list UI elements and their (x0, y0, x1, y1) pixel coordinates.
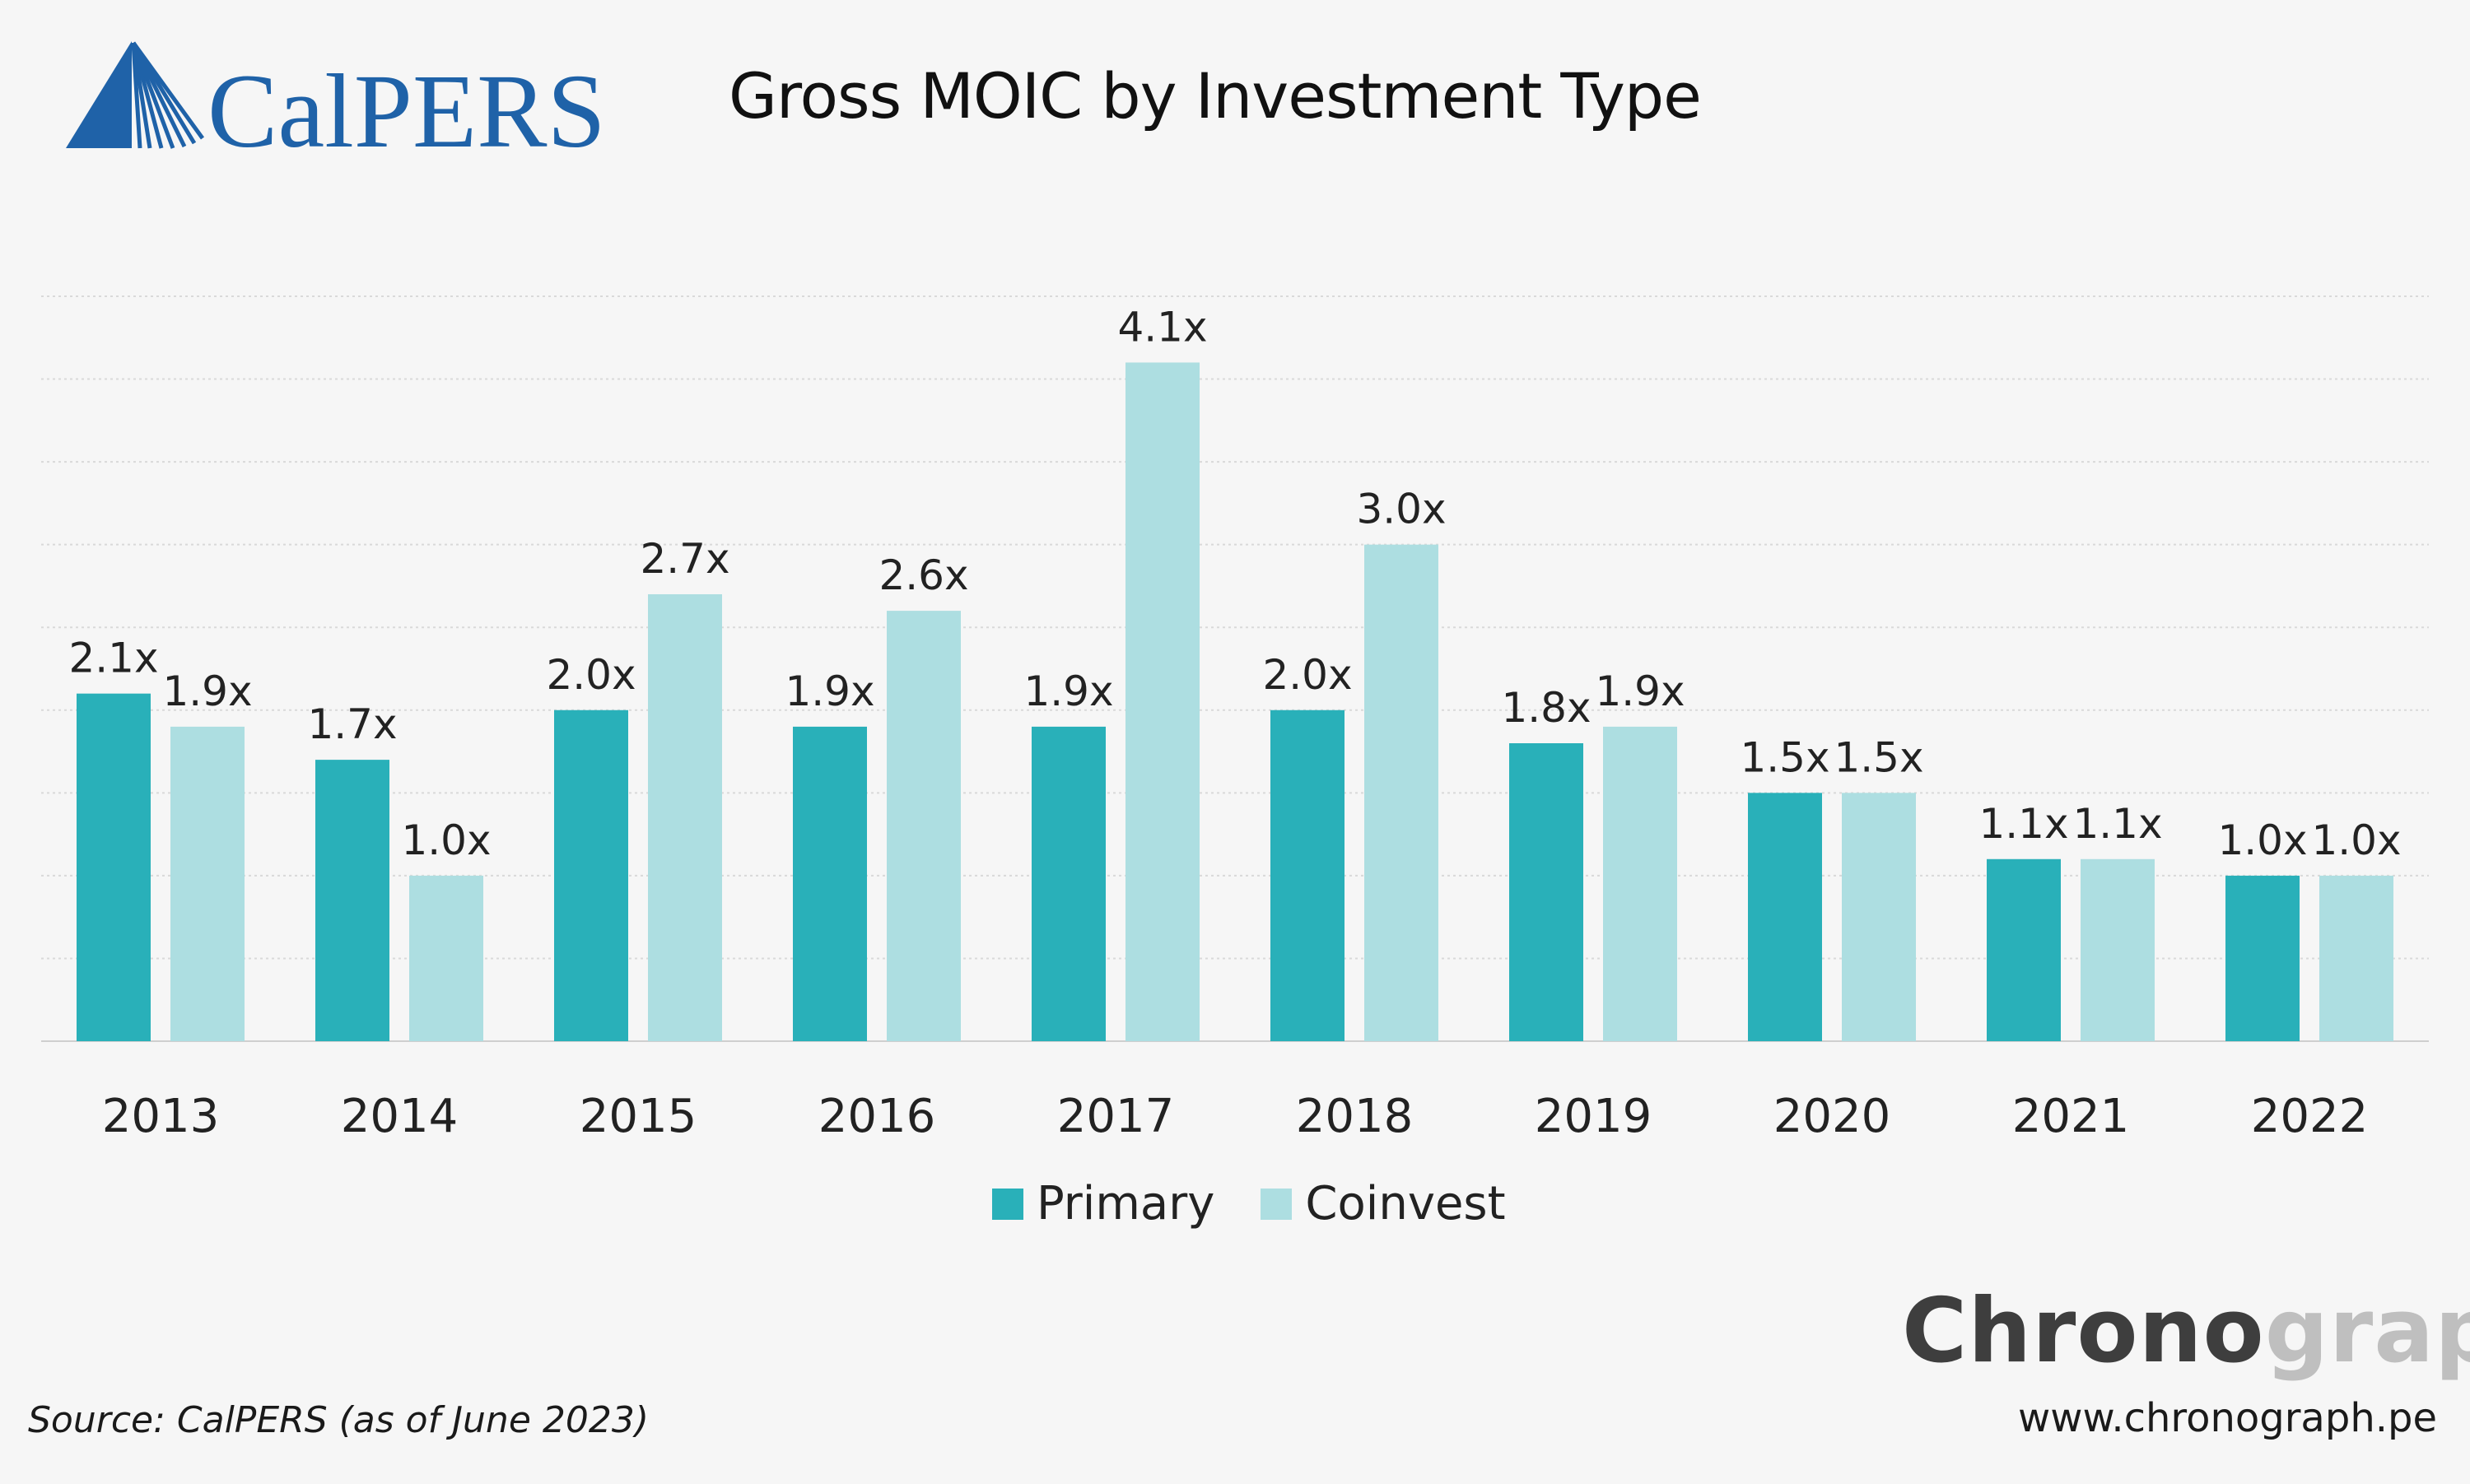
bar-coinvest-2020 (1842, 793, 1916, 1041)
bar-coinvest-2013 (170, 726, 245, 1041)
bar-primary-2016 (793, 726, 867, 1041)
source-note: Source: CalPERS (as of June 2023) (28, 1399, 650, 1441)
value-label-coinvest-2018: 3.0x (1356, 486, 1446, 533)
value-label-coinvest-2022: 1.0x (2311, 816, 2401, 864)
x-tick-label-2015: 2015 (580, 1090, 697, 1143)
chronograph-logo: Chronograph (1902, 1280, 2470, 1383)
bar-coinvest-2017 (1125, 362, 1200, 1041)
bar-primary-2022 (2225, 875, 2300, 1041)
value-label-coinvest-2020: 1.5x (1834, 733, 1923, 781)
bar-coinvest-2021 (2081, 858, 2155, 1041)
value-label-coinvest-2014: 1.0x (401, 816, 491, 864)
legend-label-coinvest: Coinvest (1305, 1177, 1506, 1230)
calpers-logo-text: CalPERS (207, 53, 601, 165)
value-label-primary-2017: 1.9x (1023, 668, 1113, 715)
x-tick-label-2016: 2016 (818, 1090, 936, 1143)
value-label-coinvest-2021: 1.1x (2072, 800, 2162, 848)
legend: Primary Coinvest (992, 1177, 1552, 1230)
website-url: www.chronograph.pe (2017, 1395, 2437, 1441)
bar-coinvest-2015 (648, 594, 722, 1041)
x-tick-label-2020: 2020 (1773, 1090, 1891, 1143)
legend-swatch-coinvest (1261, 1188, 1293, 1220)
value-label-coinvest-2017: 4.1x (1117, 303, 1207, 351)
legend-swatch-primary (992, 1188, 1023, 1220)
value-label-primary-2022: 1.0x (2217, 816, 2307, 864)
x-tick-label-2013: 2013 (102, 1090, 220, 1143)
value-label-primary-2018: 2.0x (1262, 651, 1352, 699)
brand-part1: Chrono (1902, 1280, 2265, 1383)
bar-coinvest-2014 (409, 875, 483, 1041)
bar-coinvest-2018 (1364, 544, 1438, 1041)
value-label-primary-2013: 2.1x (68, 635, 158, 682)
value-label-coinvest-2016: 2.6x (878, 551, 968, 599)
value-label-primary-2021: 1.1x (1978, 800, 2068, 848)
calpers-pyramid-icon (66, 41, 205, 149)
calpers-logo: CalPERS (66, 41, 601, 165)
bar-primary-2015 (554, 709, 628, 1041)
x-tick-label-2021: 2021 (2012, 1090, 2130, 1143)
bar-primary-2018 (1270, 709, 1345, 1041)
x-tick-label-2022: 2022 (2251, 1090, 2369, 1143)
x-tick-label-2014: 2014 (341, 1090, 459, 1143)
value-label-primary-2014: 1.7x (307, 700, 397, 748)
x-tick-label-2019: 2019 (1535, 1090, 1652, 1143)
value-label-coinvest-2015: 2.7x (640, 535, 729, 583)
bar-primary-2020 (1748, 793, 1822, 1041)
x-tick-label-2018: 2018 (1296, 1090, 1414, 1143)
legend-item-coinvest: Coinvest (1261, 1177, 1506, 1230)
value-label-primary-2015: 2.0x (546, 651, 636, 699)
value-label-primary-2020: 1.5x (1740, 733, 1829, 781)
legend-item-primary: Primary (992, 1177, 1214, 1230)
value-label-primary-2019: 1.8x (1501, 684, 1591, 732)
bar-primary-2013 (77, 693, 151, 1041)
bar-coinvest-2022 (2319, 875, 2393, 1041)
value-label-coinvest-2013: 1.9x (162, 668, 252, 715)
value-label-primary-2016: 1.9x (785, 668, 874, 715)
bar-primary-2017 (1032, 726, 1106, 1041)
legend-label-primary: Primary (1037, 1177, 1215, 1230)
bar-coinvest-2019 (1603, 726, 1677, 1041)
brand-part2: graph (2264, 1280, 2470, 1383)
bar-coinvest-2016 (887, 611, 961, 1041)
value-label-coinvest-2019: 1.9x (1595, 668, 1685, 715)
bar-primary-2014 (315, 760, 389, 1041)
bar-primary-2019 (1509, 743, 1583, 1041)
chart-title: Gross MOIC by Investment Type (729, 59, 1702, 133)
bar-chart: 2.1x1.9x20131.7x1.0x20142.0x2.7x20151.9x… (41, 295, 2429, 1143)
bar-primary-2021 (1987, 858, 2061, 1041)
x-tick-label-2017: 2017 (1057, 1090, 1175, 1143)
